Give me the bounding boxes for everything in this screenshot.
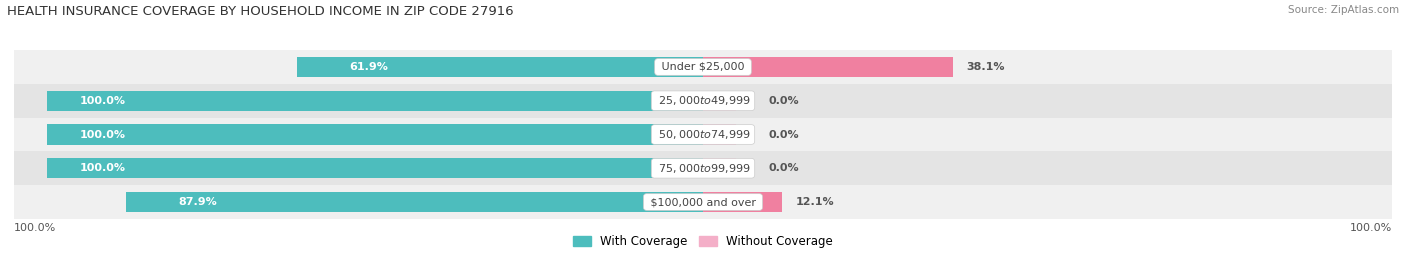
Text: 0.0%: 0.0% — [769, 129, 799, 140]
Bar — [703, 158, 735, 178]
Bar — [14, 84, 1392, 118]
Bar — [14, 151, 1392, 185]
Bar — [14, 50, 1392, 84]
Bar — [703, 124, 735, 145]
Bar — [46, 158, 703, 178]
Bar — [297, 57, 703, 77]
Bar — [703, 57, 953, 77]
Text: $100,000 and over: $100,000 and over — [647, 197, 759, 207]
Text: 12.1%: 12.1% — [796, 197, 834, 207]
Text: 38.1%: 38.1% — [966, 62, 1005, 72]
Bar — [46, 91, 703, 111]
Bar — [46, 124, 703, 145]
Text: HEALTH INSURANCE COVERAGE BY HOUSEHOLD INCOME IN ZIP CODE 27916: HEALTH INSURANCE COVERAGE BY HOUSEHOLD I… — [7, 5, 513, 18]
Text: 100.0%: 100.0% — [80, 96, 125, 106]
Text: 100.0%: 100.0% — [80, 129, 125, 140]
Bar — [703, 192, 782, 212]
Text: $50,000 to $74,999: $50,000 to $74,999 — [655, 128, 751, 141]
Text: 100.0%: 100.0% — [80, 163, 125, 173]
Text: 100.0%: 100.0% — [1350, 223, 1392, 233]
Bar — [14, 185, 1392, 219]
Legend: With Coverage, Without Coverage: With Coverage, Without Coverage — [568, 230, 838, 253]
Bar — [14, 118, 1392, 151]
Text: $75,000 to $99,999: $75,000 to $99,999 — [655, 162, 751, 175]
Bar — [703, 91, 735, 111]
Text: 0.0%: 0.0% — [769, 163, 799, 173]
Text: 61.9%: 61.9% — [349, 62, 388, 72]
Text: Source: ZipAtlas.com: Source: ZipAtlas.com — [1288, 5, 1399, 15]
Text: 100.0%: 100.0% — [14, 223, 56, 233]
Text: 87.9%: 87.9% — [179, 197, 218, 207]
Bar — [127, 192, 703, 212]
Text: $25,000 to $49,999: $25,000 to $49,999 — [655, 94, 751, 107]
Text: 0.0%: 0.0% — [769, 96, 799, 106]
Text: Under $25,000: Under $25,000 — [658, 62, 748, 72]
